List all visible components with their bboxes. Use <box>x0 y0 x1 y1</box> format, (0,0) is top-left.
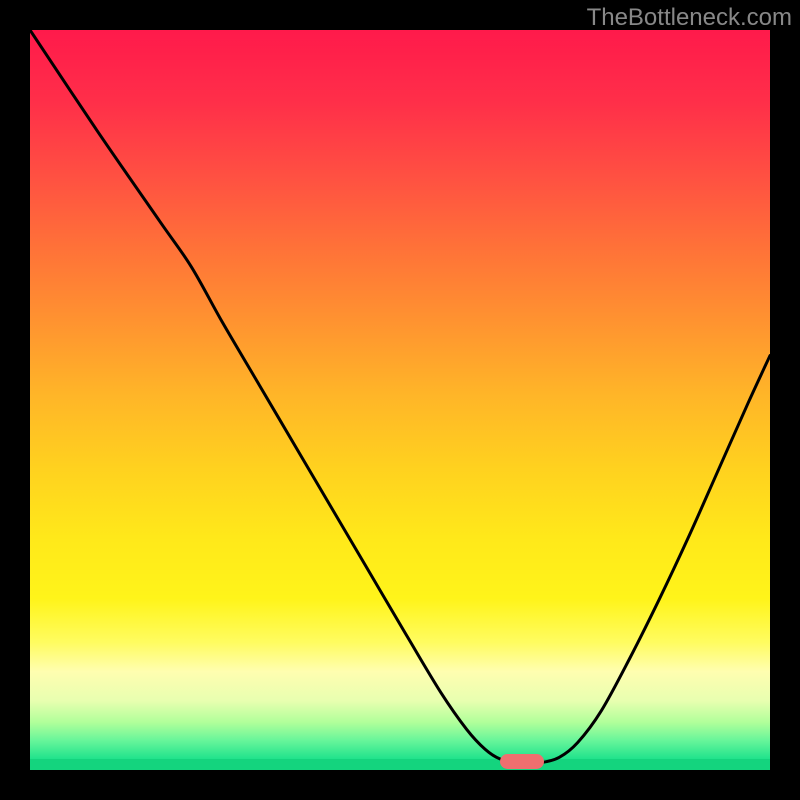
optimal-marker <box>500 754 544 769</box>
watermark-text: TheBottleneck.com <box>587 4 792 32</box>
plot-area <box>30 30 770 770</box>
chart-container: TheBottleneck.com <box>0 0 800 800</box>
bottleneck-curve <box>30 30 770 770</box>
